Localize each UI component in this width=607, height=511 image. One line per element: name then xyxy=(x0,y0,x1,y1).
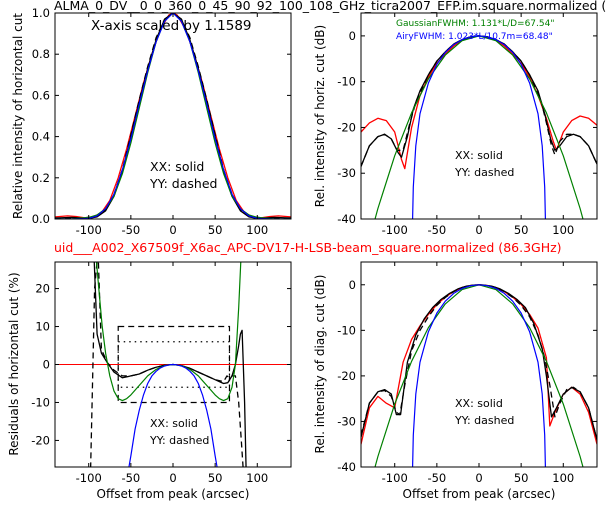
y-tick-label: -30 xyxy=(337,166,356,180)
x-tick-label: -50 xyxy=(121,223,140,237)
y-tick-label: -10 xyxy=(337,75,356,89)
scale-annotation: X-axis scaled by 1.1589 xyxy=(91,18,252,34)
y-tick-label: -40 xyxy=(337,460,356,474)
legend-text: XX: solid xyxy=(455,149,503,162)
x-tick-label: 50 xyxy=(208,471,223,485)
series-line-blue xyxy=(412,35,546,219)
y-tick-label: -20 xyxy=(337,369,356,383)
x-tick-label: -100 xyxy=(382,471,408,485)
series-group xyxy=(55,13,291,219)
series-line-black-dashed xyxy=(361,284,597,440)
y-tick-label: 0.6 xyxy=(32,88,50,102)
y-tick-label: -20 xyxy=(31,433,50,447)
y-tick-label: 20 xyxy=(35,282,50,296)
y-tick-label: -20 xyxy=(337,120,356,134)
x-tick-label: -50 xyxy=(427,471,446,485)
series-line-blue xyxy=(128,363,218,467)
y-tick-label: 0.8 xyxy=(32,47,50,61)
plot-area xyxy=(55,13,291,219)
series-line-black xyxy=(55,13,291,219)
x-tick-label: 100 xyxy=(246,223,268,237)
y-tick-label: 1.0 xyxy=(32,6,50,20)
x-tick-label: 0 xyxy=(475,223,482,237)
panels-group: -100 -50 0 50 1000.00.20.40.60.81.0Relative … xyxy=(7,6,598,501)
legend-text: YY: dashed xyxy=(454,166,514,179)
x-tick-label: 50 xyxy=(514,223,529,237)
x-tick-label: 0 xyxy=(169,223,176,237)
y-tick-label: -10 xyxy=(337,323,356,337)
figure-mid-title: uid___A002_X67509f_X6ac_APC-DV17-H-LSB-b… xyxy=(54,240,562,255)
figure-top-title: ALMA_0_DV__0_0_360_0_45_90_92_100_108_GH… xyxy=(54,0,606,13)
legend-text: XX: solid xyxy=(150,417,198,430)
x-tick-label: -50 xyxy=(121,471,140,485)
y-axis-label: Relative intensity of horizontal cut xyxy=(11,13,25,219)
tolerance-box-dotted xyxy=(117,341,231,388)
x-tick-label: 0 xyxy=(475,471,482,485)
y-tick-label: -40 xyxy=(337,212,356,226)
legend-text: XX: solid xyxy=(455,397,503,410)
legend-text: YY: dashed xyxy=(149,176,217,191)
series-group xyxy=(55,262,291,467)
legend-text: YY: dashed xyxy=(149,434,209,447)
panel-top-left: -100 -50 0 50 100 0.0 0.2 0.4 0.6 0.8 1.0 Relative … xyxy=(11,6,292,237)
x-tick-label: 100 xyxy=(552,223,574,237)
y-tick-label: 0.2 xyxy=(32,171,50,185)
series-group xyxy=(361,284,597,467)
tolerance-box-dashed xyxy=(117,325,231,404)
y-tick-label: 0 xyxy=(349,278,356,292)
series-line-blue xyxy=(55,13,291,219)
legend-text: XX: solid xyxy=(150,159,204,174)
x-tick-label: -100 xyxy=(382,223,408,237)
series-group xyxy=(361,35,597,219)
y-tick-label: 0.4 xyxy=(32,130,50,144)
x-axis-label: Offset from peak (arcsec) xyxy=(403,487,556,501)
x-tick-label: -100 xyxy=(76,471,102,485)
y-tick-label: -30 xyxy=(337,414,356,428)
x-tick-label: 100 xyxy=(246,471,268,485)
y-tick-label: -10 xyxy=(31,395,50,409)
y-tick-label: 0 xyxy=(43,358,50,372)
series-line-black-dashed xyxy=(361,35,597,167)
y-axis-label: Rel. intensity of horiz. cut (dB) xyxy=(313,25,327,207)
y-axis-label: Rel. intensity of diag. cut (dB) xyxy=(313,275,327,454)
y-axis-label: Residuals of horizontal cut (%) xyxy=(7,272,21,455)
y-tick-label: 0.0 xyxy=(32,212,50,226)
model-legend-text: GaussianFWHM: 1.131*L/D=67.54" xyxy=(396,19,554,29)
x-tick-label: 50 xyxy=(514,471,529,485)
plot-area xyxy=(361,262,597,467)
x-tick-label: -50 xyxy=(427,223,446,237)
y-tick-label: 0 xyxy=(349,29,356,43)
series-line-blue xyxy=(411,284,547,467)
x-tick-label: 50 xyxy=(208,223,223,237)
x-axis-label: Offset from peak (arcsec) xyxy=(97,487,250,501)
y-tick-label: 10 xyxy=(35,320,50,334)
x-tick-label: 100 xyxy=(552,471,574,485)
x-tick-label: -100 xyxy=(76,223,102,237)
x-tick-label: 0 xyxy=(169,471,176,485)
plot-area xyxy=(361,13,597,219)
model-legend-text: AiryFWHM: 1.023*L/10.7m=68.48" xyxy=(396,32,553,42)
legend-text: YY: dashed xyxy=(454,414,514,427)
